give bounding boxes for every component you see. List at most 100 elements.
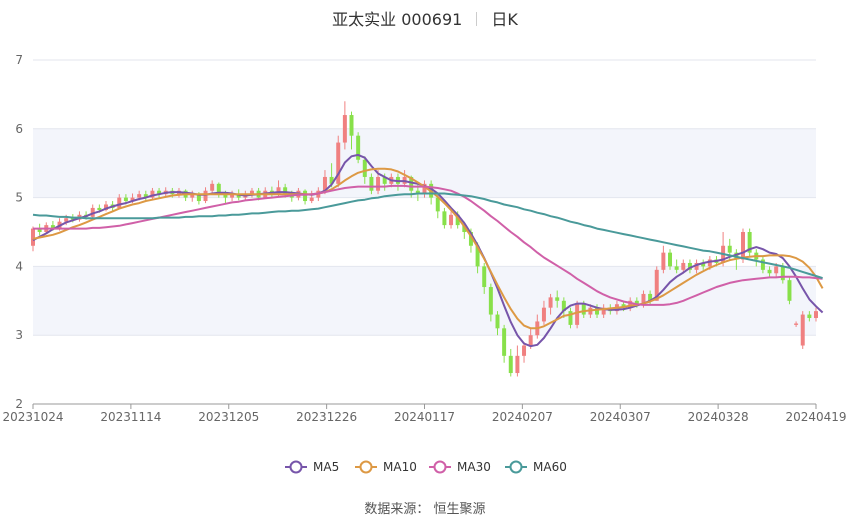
candle <box>508 348 513 377</box>
y-tick-label: 2 <box>15 397 23 411</box>
candle-body <box>561 300 566 312</box>
candle <box>90 204 95 219</box>
candle-body <box>422 183 427 195</box>
candle-body <box>515 355 520 374</box>
candle <box>150 187 155 199</box>
candle <box>422 180 427 198</box>
candle-body <box>356 135 361 160</box>
candle-body <box>648 293 653 301</box>
candle-body <box>216 183 221 195</box>
candle <box>157 187 162 198</box>
x-tick-label: 20231024 <box>2 410 63 424</box>
candle-body <box>362 159 367 177</box>
candle-body <box>488 287 493 315</box>
candle <box>668 249 673 270</box>
candle <box>747 228 752 257</box>
data-source: 数据来源： 恒生聚源 <box>364 502 486 517</box>
legend-item-ma5[interactable]: MA5 <box>285 460 339 474</box>
candle-body <box>309 197 314 202</box>
candle-body <box>203 190 208 202</box>
candle <box>694 259 699 274</box>
candle-body <box>741 232 745 260</box>
candle <box>681 259 686 274</box>
x-tick-label: 20240207 <box>492 410 553 424</box>
candle <box>701 259 706 270</box>
series-line-ma30 <box>33 184 823 306</box>
legend-item-ma10[interactable]: MA10 <box>355 460 417 474</box>
candle-body <box>137 194 142 198</box>
candle <box>760 256 765 274</box>
candle-body <box>382 176 387 184</box>
candle-body <box>442 211 447 226</box>
title-separator <box>476 12 478 26</box>
candle-body <box>97 207 102 210</box>
x-tick-label: 20240328 <box>688 410 749 424</box>
candle-body <box>575 304 580 325</box>
candle-body <box>482 266 487 288</box>
candle <box>488 283 493 322</box>
candle-body <box>449 214 454 226</box>
y-tick-label: 7 <box>15 53 23 67</box>
candle-body <box>283 187 288 195</box>
candle-body <box>774 266 779 274</box>
legend-label: MA60 <box>533 460 567 474</box>
candle <box>814 307 818 322</box>
candle-body <box>157 190 162 195</box>
candles <box>31 101 818 377</box>
candle <box>568 307 573 329</box>
candle <box>143 190 148 201</box>
candle-body <box>528 335 533 346</box>
legend-label: MA10 <box>383 460 417 474</box>
candle-body <box>130 197 135 202</box>
candle-body <box>462 225 467 232</box>
candle <box>575 300 580 329</box>
candle <box>654 266 659 301</box>
candle-body <box>196 194 201 202</box>
candle-body <box>800 314 805 346</box>
candle-body <box>468 232 473 246</box>
candle <box>674 259 679 274</box>
candle-body <box>668 252 673 267</box>
candle-body <box>767 269 772 274</box>
candle <box>502 324 507 363</box>
legend-label: MA30 <box>457 460 491 474</box>
legend: MA5 MA10 MA30 MA60 <box>285 460 567 474</box>
x-tick-label: 20231114 <box>100 410 161 424</box>
candle <box>595 304 600 318</box>
legend-swatch-marker <box>289 460 303 474</box>
candle-body <box>123 197 128 202</box>
candle-body <box>455 214 460 226</box>
candle-body <box>369 176 374 191</box>
candle-body <box>249 190 254 195</box>
grid-bands <box>33 128 816 336</box>
candle-body <box>349 115 354 136</box>
x-axis: 20231024 20231114 20231205 20231226 20240117… <box>2 403 847 424</box>
candle-body <box>502 328 507 356</box>
y-tick-label: 3 <box>15 328 23 342</box>
candle <box>356 132 361 164</box>
candle-body <box>236 194 241 198</box>
candle-body <box>64 218 69 222</box>
legend-swatch-marker <box>433 460 447 474</box>
stock-name: 亚太实业 000691 <box>332 10 463 29</box>
candle <box>628 297 633 312</box>
candle-body <box>814 311 818 318</box>
y-tick-label: 5 <box>15 191 23 205</box>
candle-body <box>409 176 414 191</box>
legend-item-ma60[interactable]: MA60 <box>505 460 567 474</box>
legend-item-ma30[interactable]: MA30 <box>429 460 491 474</box>
candle-body <box>681 262 686 270</box>
candle <box>336 135 341 188</box>
candle-body <box>37 228 42 232</box>
period-label[interactable]: 日K <box>491 10 518 29</box>
candle-body <box>541 307 546 322</box>
candle <box>449 211 454 229</box>
candle-body <box>210 183 215 191</box>
candle-body <box>117 197 122 208</box>
candle <box>515 345 520 377</box>
legend-swatch-marker <box>509 460 523 474</box>
candle-body <box>747 232 752 253</box>
candle-body <box>322 176 327 191</box>
candle <box>342 101 347 150</box>
